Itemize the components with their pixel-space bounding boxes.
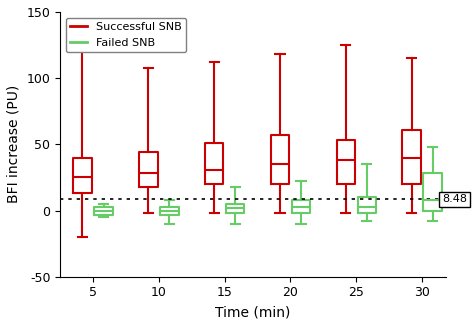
Legend: Successful SNB, Failed SNB: Successful SNB, Failed SNB	[66, 18, 186, 52]
Text: 8.48: 8.48	[442, 194, 467, 204]
Y-axis label: BFI increase (PU): BFI increase (PU)	[7, 85, 21, 203]
X-axis label: Time (min): Time (min)	[215, 305, 291, 319]
